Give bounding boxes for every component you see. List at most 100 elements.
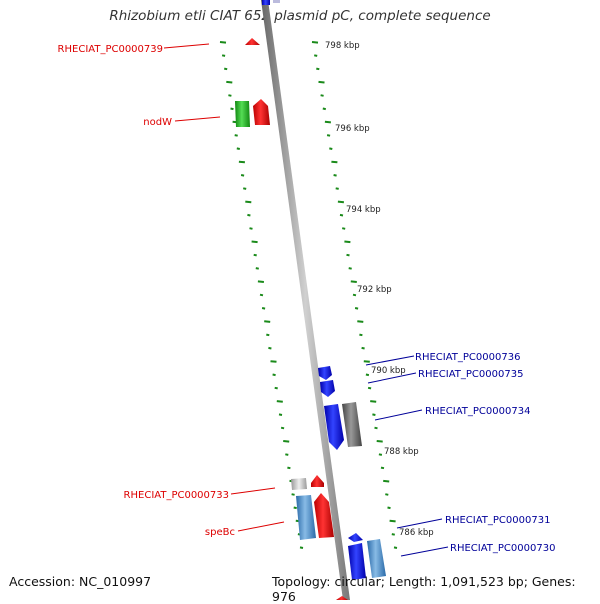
track-dot (268, 346, 272, 350)
track-dot (314, 54, 318, 57)
tick-label: 792 kbp (357, 285, 392, 295)
track-dot (234, 134, 238, 137)
gene-arrow (336, 596, 348, 600)
track-dot (318, 80, 325, 84)
track-dot (259, 293, 264, 297)
track-dot (261, 307, 266, 310)
track-dot (367, 386, 372, 390)
gene-label[interactable]: RHECIAT_PC0000730 (450, 543, 555, 554)
gene-arrow (273, 0, 280, 3)
tick-labels: 798 kbp 796 kbp 794 kbp 792 kbp 790 kbp … (325, 41, 434, 538)
track-dot (363, 360, 370, 363)
track-dot (339, 213, 344, 217)
leader-line (396, 518, 443, 529)
track-dot (383, 479, 390, 483)
track-dot (320, 94, 324, 97)
gene-arrow (342, 402, 362, 447)
dotted-tick-tracks (219, 41, 398, 549)
leader-line (163, 43, 210, 49)
track-dot (378, 453, 383, 456)
track-dot (326, 134, 331, 137)
track-dot (278, 413, 283, 416)
leader-line (400, 546, 449, 557)
track-dot (230, 107, 234, 111)
gene-arrow (318, 366, 332, 380)
track-dot (361, 346, 365, 350)
track-dot (272, 373, 276, 377)
track-dot (331, 160, 338, 164)
gene-arrow (324, 404, 344, 450)
track-dot (224, 67, 228, 71)
gene-arrow (262, 0, 270, 5)
track-dot (245, 200, 252, 204)
map-title: Rhizobium etli CIAT 652 plasmid pC, comp… (109, 8, 491, 24)
track-dot (359, 333, 363, 337)
track-dot (255, 267, 259, 270)
gene-arrow (348, 543, 366, 580)
track-dot (311, 41, 319, 44)
track-dot (270, 360, 277, 363)
track-dot (228, 94, 232, 97)
tick-label: 790 kbp (371, 366, 406, 376)
track-dot (322, 107, 326, 111)
gene-arrow (314, 493, 334, 538)
track-dot (291, 493, 295, 496)
track-dot (370, 400, 377, 403)
track-dot (335, 187, 339, 190)
tick-label: 796 kbp (335, 124, 370, 134)
tick-label: 794 kbp (346, 205, 381, 215)
leader-line (174, 116, 221, 122)
gene-label[interactable]: RHECIAT_PC0000733 (124, 490, 229, 501)
track-dot (380, 466, 385, 470)
track-dot (346, 253, 350, 257)
tick-label: 798 kbp (325, 41, 360, 51)
track-dot (348, 267, 352, 270)
gene-label[interactable]: RHECIAT_PC0000731 (445, 515, 550, 526)
track-dot (226, 80, 233, 84)
leader-line (374, 409, 423, 421)
gene-label[interactable]: nodW (143, 117, 172, 128)
tick-label: 786 kbp (399, 528, 434, 538)
leader-lines (163, 43, 449, 557)
leader-line (237, 521, 285, 532)
gene-label[interactable]: RHECIAT_PC0000736 (415, 352, 520, 363)
gene-features (235, 0, 386, 600)
gene-arrow (348, 533, 363, 542)
track-dot (333, 174, 337, 177)
track-dot (387, 506, 391, 510)
tick-label: 788 kbp (384, 447, 419, 457)
accession-label: Accession: NC_010997 (9, 574, 152, 589)
gene-arrow (311, 475, 324, 487)
track-dot (249, 227, 253, 230)
gene-label[interactable]: RHECIAT_PC0000739 (58, 44, 163, 55)
track-dot (247, 213, 251, 217)
track-dot (372, 413, 376, 416)
track-dot (253, 253, 257, 257)
gene-arrow (235, 101, 250, 127)
track-dot (337, 200, 344, 204)
gene-arrow (291, 478, 307, 490)
track-dot (350, 280, 357, 283)
track-dot (293, 506, 297, 510)
leader-line (365, 355, 415, 366)
gene-label[interactable]: speBc (205, 527, 235, 538)
track-dot (391, 533, 395, 536)
gene-arrow (367, 539, 386, 578)
track-dot (357, 320, 364, 323)
track-dot (287, 466, 291, 470)
track-dot (236, 147, 240, 150)
track-dot (374, 426, 378, 430)
track-dot (280, 426, 285, 430)
gene-arrow (253, 99, 270, 125)
track-dot (274, 386, 278, 390)
sequence-backbone (261, 0, 350, 600)
track-dot (316, 67, 320, 71)
track-dot (299, 546, 304, 549)
gene-label[interactable]: RHECIAT_PC0000735 (418, 369, 523, 380)
gene-label[interactable]: RHECIAT_PC0000734 (425, 406, 530, 417)
gene-arrow (320, 380, 335, 397)
track-dot (393, 546, 398, 549)
track-dot (352, 293, 357, 297)
track-dot (243, 187, 247, 190)
gene-arrow (296, 495, 316, 540)
